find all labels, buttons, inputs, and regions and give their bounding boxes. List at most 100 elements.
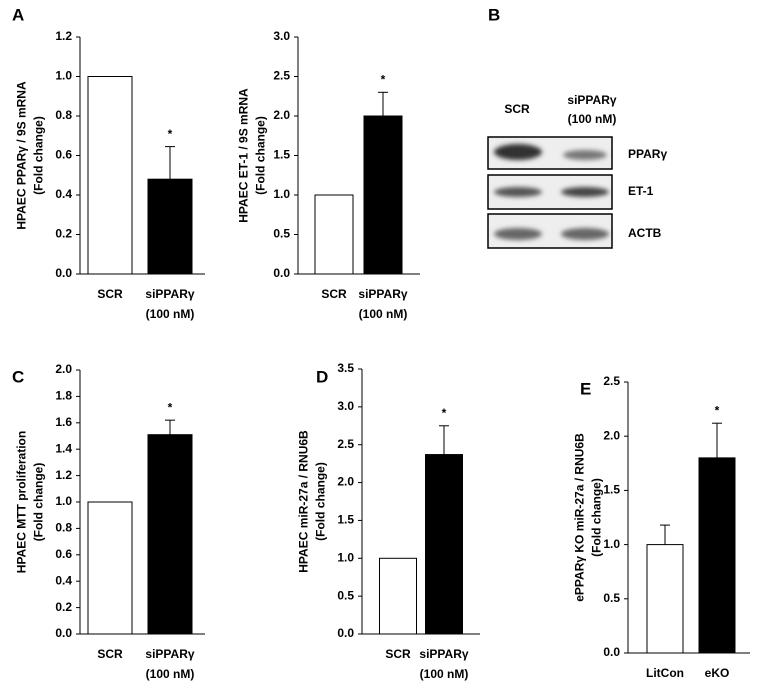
- y-tick-label: 2.0: [337, 475, 354, 489]
- y-tick-label: 1.8: [55, 389, 72, 403]
- y-tick-label: 1.5: [337, 513, 354, 527]
- x-tick-label: (100 nM): [146, 667, 195, 681]
- bar-chart: HPAEC ET-1 / 9S mRNA (Fold change) 0.0 0.5 1…: [237, 29, 420, 321]
- y-tick-label: 1.0: [603, 537, 620, 551]
- lane-label: SCR: [504, 102, 530, 116]
- y-tick-label: 1.6: [55, 415, 72, 429]
- y-tick-label: 1.2: [55, 468, 72, 482]
- row-label: PPARγ: [628, 147, 667, 161]
- y-tick-label: 2.0: [55, 362, 72, 376]
- x-tick-label: (100 nM): [359, 307, 408, 321]
- band: [563, 150, 607, 160]
- row-label: ACTB: [628, 226, 662, 240]
- y-axis-label: HPAEC ET-1 / 9S mRNA: [237, 88, 251, 223]
- x-tick-label: SCR: [97, 647, 123, 661]
- bar: [698, 457, 736, 654]
- x-tick-label: LitCon: [646, 666, 684, 680]
- bar: [147, 178, 193, 275]
- row-label: ET-1: [628, 184, 654, 198]
- x-tick-label: siPPARγ: [419, 647, 468, 661]
- y-axis-label: (Fold change): [590, 478, 604, 557]
- x-tick-label: (100 nM): [146, 307, 195, 321]
- y-tick-label: 2.5: [337, 437, 354, 451]
- x-tick-label: SCR: [385, 647, 411, 661]
- y-tick-label: 3.0: [273, 29, 290, 43]
- y-tick-label: 0.5: [603, 591, 620, 605]
- band: [494, 187, 542, 197]
- x-tick-label: eKO: [705, 666, 730, 680]
- y-tick-label: 2.0: [273, 108, 290, 122]
- band: [494, 144, 542, 160]
- x-tick-label: siPPARγ: [145, 287, 194, 301]
- bar: [379, 557, 417, 635]
- panel-label: A: [12, 5, 24, 24]
- y-axis-label: HPAEC miR-27a / RNU6B: [297, 430, 311, 573]
- y-axis-label: HPAEC MTT proliferation: [15, 431, 29, 573]
- significance-mark: *: [715, 403, 720, 417]
- bar: [147, 434, 193, 635]
- significance-mark: *: [442, 406, 447, 420]
- western-blot: B SCR siPPARγ (100 nM) PPARγ ET-1 ACTB: [487, 5, 667, 249]
- bar: [87, 501, 133, 635]
- bar: [425, 454, 463, 635]
- y-tick-label: 0.6: [55, 148, 72, 162]
- bar: [363, 115, 403, 275]
- x-tick-label: SCR: [97, 287, 123, 301]
- y-axis-label: HPAEC PPARγ / 9S mRNA: [15, 81, 29, 230]
- y-tick-label: 0.8: [55, 108, 72, 122]
- y-tick-label: 1.0: [273, 187, 290, 201]
- y-tick-label: 0.2: [55, 227, 72, 241]
- y-tick-label: 0.4: [55, 573, 72, 587]
- y-tick-label: 1.0: [337, 550, 354, 564]
- y-tick-label: 0.6: [55, 547, 72, 561]
- y-axis-label: ePPARγ KO miR-27a / RNU6B: [573, 433, 587, 602]
- y-axis-label: (Fold change): [32, 463, 46, 542]
- y-tick-label: 0.0: [603, 645, 620, 659]
- y-tick-label: 0.0: [55, 266, 72, 280]
- y-tick-label: 3.5: [337, 361, 354, 375]
- panel-label: B: [488, 5, 500, 24]
- y-tick-label: 1.5: [273, 148, 290, 162]
- y-tick-label: 2.5: [273, 69, 290, 83]
- y-tick-label: 1.4: [55, 441, 72, 455]
- band: [561, 187, 609, 197]
- bar: [87, 76, 133, 275]
- panel-label: E: [580, 379, 591, 398]
- y-tick-label: 2.5: [603, 374, 620, 388]
- x-tick-label: SCR: [321, 287, 347, 301]
- y-tick-label: 0.0: [337, 626, 354, 640]
- y-tick-label: 0.8: [55, 521, 72, 535]
- panel-label: D: [316, 367, 328, 386]
- y-tick-label: 0.5: [273, 227, 290, 241]
- bar-chart: C HPAEC MTT proliferation (Fold change) 0.0…: [12, 362, 205, 681]
- y-axis-label: (Fold change): [254, 116, 268, 195]
- y-tick-label: 0.0: [55, 626, 72, 640]
- x-tick-label: siPPARγ: [145, 647, 194, 661]
- bar: [314, 194, 354, 275]
- y-axis-label: (Fold change): [314, 462, 328, 541]
- bar-chart: D HPAEC miR-27a / RNU6B (Fold change) 0.0 0.…: [297, 361, 480, 681]
- y-axis-label: (Fold change): [32, 116, 46, 195]
- y-tick-label: 1.0: [55, 494, 72, 508]
- band: [561, 228, 609, 240]
- y-tick-label: 1.2: [55, 29, 72, 43]
- y-tick-label: 0.4: [55, 187, 72, 201]
- x-tick-label: (100 nM): [420, 667, 469, 681]
- y-tick-label: 2.0: [603, 428, 620, 442]
- y-tick-label: 0.0: [273, 266, 290, 280]
- panel-label: C: [12, 367, 24, 386]
- bar-chart: A HPAEC PPARγ / 9S mRNA (Fold change) 0.0 0.…: [12, 5, 205, 321]
- bar: [646, 544, 684, 654]
- y-tick-label: 0.5: [337, 588, 354, 602]
- significance-mark: *: [168, 127, 173, 141]
- y-tick-label: 3.0: [337, 399, 354, 413]
- y-tick-label: 1.0: [55, 69, 72, 83]
- x-tick-label: siPPARγ: [358, 287, 407, 301]
- y-tick-label: 1.5: [603, 483, 620, 497]
- lane-label: (100 nM): [568, 112, 617, 126]
- lane-label: siPPARγ: [567, 93, 616, 107]
- significance-mark: *: [381, 72, 386, 86]
- y-tick-label: 0.2: [55, 600, 72, 614]
